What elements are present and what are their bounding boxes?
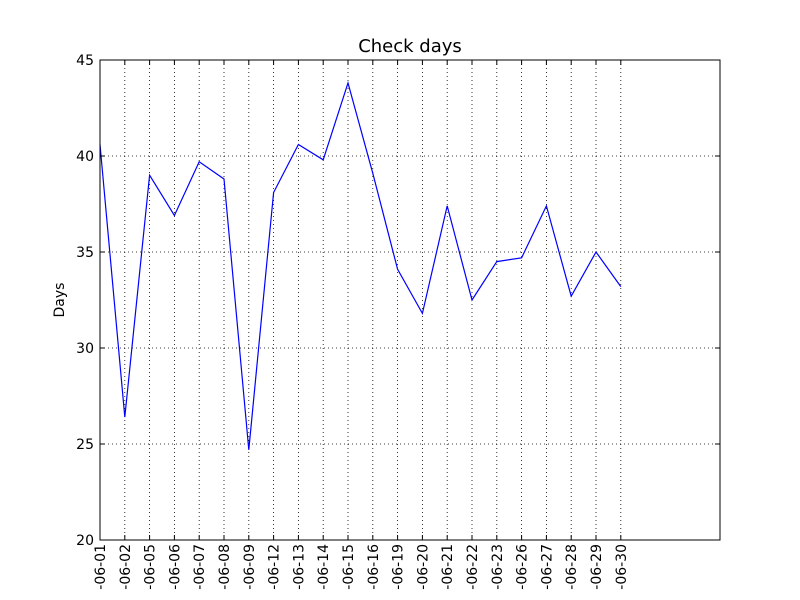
x-tick-label: -06-12 (267, 544, 283, 590)
x-tick-label: -06-19 (391, 544, 407, 590)
x-tick-label: -06-15 (341, 544, 357, 590)
x-tick-label: -06-14 (316, 544, 332, 590)
chart-title: Check days (358, 36, 462, 57)
tick-labels: 20 25 30 35 40 45 -06-01 -06-02 -06-05 -06-06 -06-… (76, 53, 630, 590)
x-tick-label: -06-07 (192, 544, 208, 590)
y-tick-label: 25 (76, 437, 94, 453)
plot-frame (99, 59, 721, 541)
plot-area (100, 60, 720, 540)
x-tick-label: -06-21 (440, 544, 456, 590)
x-tick-label: -06-06 (167, 544, 183, 590)
axis-ticks (99, 59, 720, 541)
x-tick-label: -06-22 (465, 544, 481, 590)
y-tick-label: 35 (76, 245, 94, 261)
y-tick-label: 40 (76, 149, 94, 165)
series-layer (99, 80, 622, 450)
x-tick-label: -06-27 (539, 544, 555, 590)
x-tick-label: -06-28 (564, 544, 580, 590)
x-tick-label: -06-20 (415, 544, 431, 590)
x-tick-label: -06-05 (143, 544, 159, 590)
y-axis-label: Days (52, 283, 68, 318)
x-tick-label: -06-01 (93, 544, 109, 590)
y-tick-label: 20 (76, 533, 94, 549)
grid-lines (100, 60, 720, 540)
x-tick-label: -06-09 (242, 544, 258, 590)
series-line (99, 80, 622, 450)
x-tick-label: -06-30 (614, 544, 630, 590)
y-tick-label: 45 (76, 53, 94, 69)
x-tick-label: -06-08 (217, 544, 233, 590)
x-tick-label: -06-26 (515, 544, 531, 590)
x-tick-label: -06-02 (118, 544, 134, 590)
x-tick-label: -06-16 (366, 544, 382, 590)
x-tick-label: -06-23 (490, 544, 506, 590)
x-tick-label: -06-29 (589, 544, 605, 590)
x-tick-label: -06-13 (291, 544, 307, 590)
y-tick-label: 30 (76, 341, 94, 357)
